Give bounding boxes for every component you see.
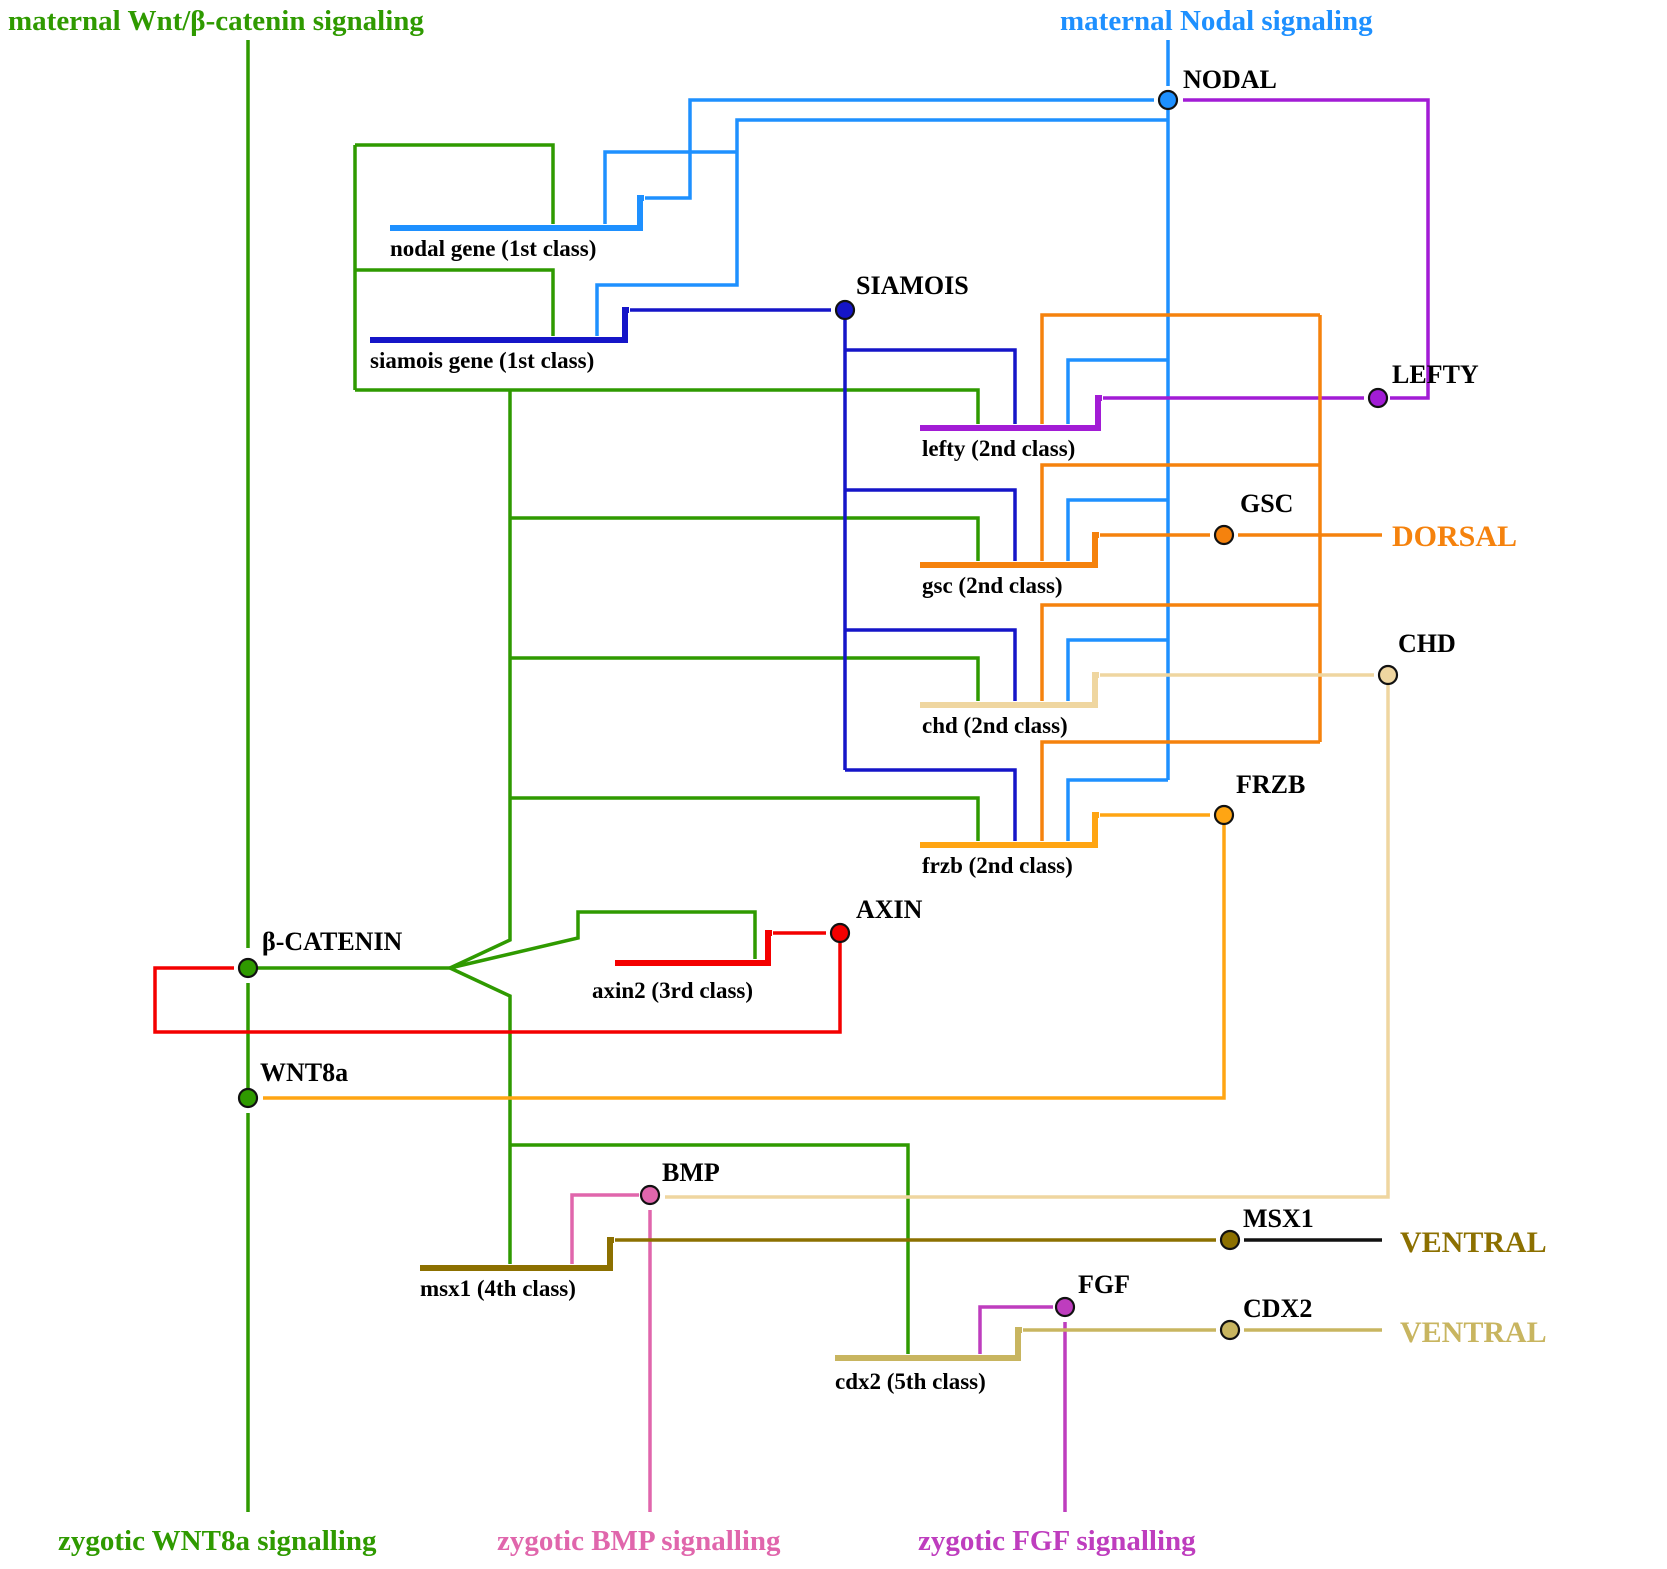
cdx2-gene-label: cdx2 (5th class): [835, 1369, 986, 1394]
siamois-pathway-edges: [630, 308, 1017, 841]
lefty-label: LEFTY: [1392, 360, 1479, 389]
edge-bcatenin-to-frzb-gene: [510, 796, 980, 841]
nodal-gene-label: nodal gene (1st class): [390, 236, 596, 261]
bmp-label: BMP: [662, 1158, 720, 1187]
chd-label: CHD: [1398, 629, 1456, 658]
title-maternal-nodal: maternal Nodal signaling: [1060, 5, 1373, 37]
edge-siamois-to-gsc-gene: [845, 488, 1017, 561]
edge-nodal-to-nodal-gene: [603, 150, 737, 224]
edge-fgf-to-cdx2-gene: [978, 1305, 1053, 1354]
fgf-pathway-edges: [978, 1305, 1067, 1512]
edge-gsc-to-gsc-gene: [1040, 463, 1320, 561]
edge-bcatenin-to-cdx2-gene: [510, 1143, 910, 1354]
title-zygotic-fgf: zygotic FGF signalling: [918, 1525, 1196, 1557]
gsc-pathway-edges: [1040, 313, 1382, 841]
title-maternal-wnt: maternal Wnt/β-catenin signaling: [8, 5, 424, 37]
edge-bcatenin-fan-up: [449, 390, 512, 970]
frzb-label: FRZB: [1236, 770, 1305, 799]
msx1-gene-line: [420, 1237, 614, 1271]
protein-nodes: [237, 89, 1399, 1341]
edge-nodal-to-siamois-gene: [595, 118, 1168, 336]
edge-frzb-inhibits-wnt8a: [263, 825, 1226, 1100]
lefty-gene-label: lefty (2nd class): [922, 436, 1075, 461]
nodal-node: [1157, 89, 1179, 111]
edge-nodal-to-frzb-gene: [1066, 778, 1168, 841]
lefty-gene-line: [920, 395, 1102, 431]
frzb-node: [1213, 804, 1235, 826]
edge-bcatenin-to-chd-gene: [510, 656, 980, 701]
edge-bcatenin-to-nodal-gene: [355, 143, 555, 224]
bcatenin-node: [237, 957, 259, 979]
wnt8a-label: WNT8a: [260, 1058, 348, 1087]
siamois-node: [834, 299, 856, 321]
gsc-gene-label: gsc (2nd class): [922, 573, 1063, 598]
bmp-node: [639, 1184, 661, 1206]
edge-bmp-to-msx1-gene: [570, 1193, 639, 1264]
edge-bcatenin-to-axin2-gene: [449, 910, 757, 970]
wnt8a-node: [237, 1087, 259, 1109]
axin-node: [829, 922, 851, 944]
edge-chd-inhibits-bmp: [665, 685, 1390, 1199]
edge-siamois-to-lefty-gene: [845, 348, 1017, 424]
gsc-gene-line: [920, 532, 1099, 568]
nodal-pathway-edges: [595, 40, 1170, 841]
msx1-gene-label: msx1 (4th class): [420, 1276, 576, 1301]
frzb-pathway-edges: [263, 813, 1226, 1100]
msx1-label: MSX1: [1243, 1204, 1314, 1233]
title-zygotic-bmp: zygotic BMP signalling: [497, 1525, 781, 1557]
edge-axin-inhibits-bcatenin: [153, 943, 842, 1034]
edge-nodal-to-lefty-gene: [1066, 358, 1168, 424]
siamois-label: SIAMOIS: [856, 271, 969, 300]
wnt-bcatenin-pathway-edges: [246, 40, 980, 1512]
axin2-gene-label: axin2 (3rd class): [592, 978, 753, 1003]
edge-bcatenin-to-msx1-gene: [449, 966, 512, 1264]
edge-nodal-to-chd-gene: [1066, 638, 1168, 701]
edge-gsc-to-frzb-gene: [1040, 740, 1320, 841]
title-zygotic-wnt8a: zygotic WNT8a signalling: [58, 1525, 377, 1557]
lefty-pathway-edges: [1103, 98, 1430, 400]
edge-nodal-to-gsc-gene: [1066, 498, 1168, 561]
bmp-pathway-edges: [570, 1193, 652, 1512]
edge-gsc-to-lefty-gene: [1040, 313, 1320, 424]
frzb-gene-label: frzb (2nd class): [922, 853, 1073, 878]
gsc-label: GSC: [1240, 489, 1293, 518]
edge-siamois-to-chd-gene: [845, 628, 1017, 701]
edge-bcatenin-to-siamois-gene: [355, 268, 555, 336]
ventral-msx1-label: VENTRAL: [1400, 1226, 1547, 1259]
cdx2-gene-line: [835, 1327, 1022, 1361]
axin-pathway-edges: [153, 931, 842, 1034]
edge-lefty-inhibits-nodal: [1183, 98, 1430, 400]
lefty-node: [1367, 387, 1389, 409]
gsc-node: [1213, 524, 1235, 546]
nodal-label: NODAL: [1183, 65, 1277, 94]
bcatenin-label: β-CATENIN: [262, 927, 403, 956]
siamois-gene-label: siamois gene (1st class): [370, 348, 594, 373]
axin2-gene-line: [615, 930, 772, 966]
edge-nodal-gene-output: [645, 98, 1154, 200]
edge-bcatenin-to-gsc-gene: [510, 516, 980, 561]
edge-gsc-to-chd-gene: [1040, 603, 1320, 701]
fgf-node: [1054, 1296, 1076, 1318]
siamois-gene-line: [370, 307, 629, 343]
nodal-gene-line: [390, 195, 644, 231]
cdx2-node: [1219, 1319, 1241, 1341]
dorsal-label: DORSAL: [1392, 520, 1517, 553]
axin-label: AXIN: [856, 895, 923, 924]
ventral-output-edges: [615, 1238, 1382, 1332]
gene-glyphs: [370, 195, 1102, 1361]
fgf-label: FGF: [1078, 1270, 1130, 1299]
chd-gene-label: chd (2nd class): [922, 713, 1068, 738]
edge-siamois-to-frzb-gene: [845, 768, 1017, 841]
edge-bcatenin-to-lefty-gene: [355, 388, 980, 424]
frzb-gene-line: [920, 812, 1099, 848]
chd-gene-line: [920, 672, 1099, 708]
cdx2-label: CDX2: [1243, 1294, 1312, 1323]
chd-node: [1377, 664, 1399, 686]
msx1-node: [1219, 1229, 1241, 1251]
chd-pathway-edges: [665, 673, 1390, 1199]
ventral-cdx2-label: VENTRAL: [1400, 1316, 1547, 1349]
diagram-labels: maternal Wnt/β-catenin signaling materna…: [8, 5, 1547, 1557]
